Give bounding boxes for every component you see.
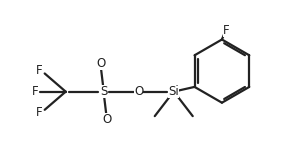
Text: O: O [102, 113, 111, 126]
Text: O: O [134, 85, 143, 98]
Text: F: F [36, 64, 43, 77]
Text: S: S [100, 85, 107, 98]
Text: F: F [36, 106, 43, 119]
Text: F: F [32, 85, 38, 98]
Text: Si: Si [168, 85, 179, 98]
Text: F: F [223, 24, 230, 36]
Text: O: O [96, 58, 105, 70]
